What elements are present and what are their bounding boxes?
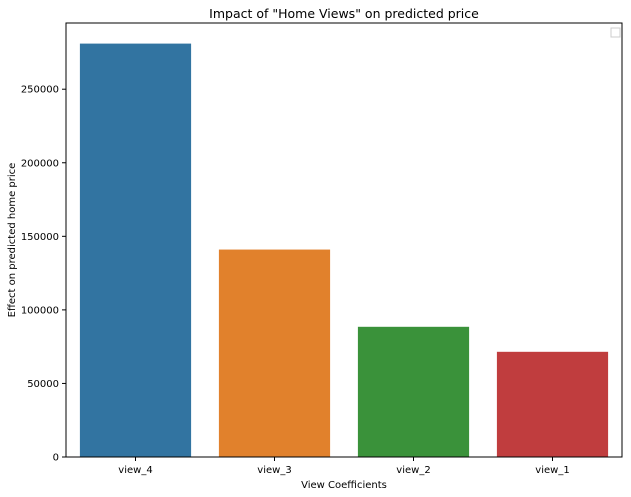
y-tick-label: 150000: [21, 232, 59, 243]
y-tick-label: 50000: [27, 379, 59, 390]
y-tick-label: 250000: [21, 85, 59, 96]
y-tick-label: 0: [53, 453, 59, 464]
x-tick-label: view_4: [118, 465, 152, 476]
chart-title: Impact of "Home Views" on predicted pric…: [209, 6, 479, 21]
bar-view-1: [496, 351, 609, 457]
x-tick-label: view_1: [535, 465, 569, 476]
plot-frame: [65, 22, 623, 458]
y-axis-label: Effect on predicted home price: [7, 163, 18, 318]
x-axis-label: View Coefficients: [301, 480, 387, 491]
bars-layer: [79, 43, 609, 457]
legend-box: [610, 27, 621, 38]
bar-view-3: [218, 249, 331, 457]
ticks-layer: view_4 view_3 view_2 view_1 0 50000 100000 1500…: [21, 85, 570, 476]
x-tick-label: view_3: [257, 465, 291, 476]
x-tick-label: view_2: [396, 465, 430, 476]
y-tick-label: 100000: [21, 305, 59, 316]
bar-view-4: [79, 43, 192, 457]
bar-view-2: [357, 326, 470, 457]
y-tick-label: 200000: [21, 158, 59, 169]
